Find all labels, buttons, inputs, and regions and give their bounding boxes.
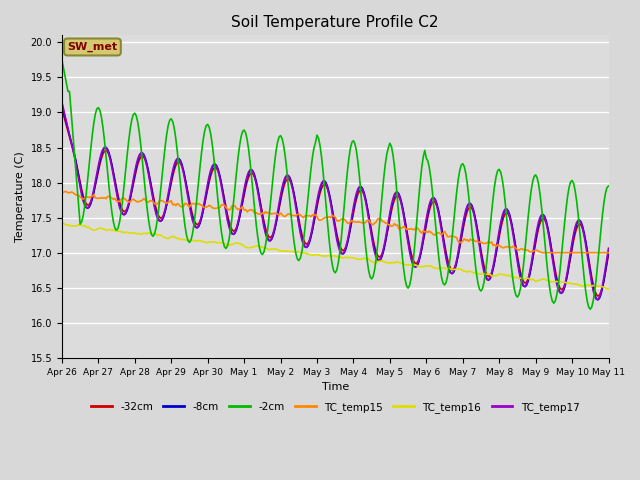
-32cm <box>73 164 81 170</box>
-8cm <box>538 213 545 218</box>
TC_temp16 <box>389 260 397 265</box>
-2cm <box>400 265 408 271</box>
Legend: -32cm, -8cm, -2cm, TC_temp15, TC_temp16, TC_temp17: -32cm, -8cm, -2cm, TC_temp15, TC_temp16,… <box>86 398 584 417</box>
-8cm <box>388 205 396 211</box>
TC_temp16 <box>603 286 611 292</box>
-8cm <box>605 249 612 255</box>
Line: TC_temp15: TC_temp15 <box>62 192 609 252</box>
TC_temp15 <box>389 223 397 229</box>
-32cm <box>400 210 408 216</box>
-32cm <box>605 252 612 257</box>
-2cm <box>369 274 377 279</box>
TC_temp15 <box>61 189 68 194</box>
TC_temp17 <box>605 245 612 251</box>
TC_temp15 <box>58 190 66 195</box>
-8cm <box>58 103 66 108</box>
-32cm <box>369 237 377 242</box>
Line: -2cm: -2cm <box>62 60 609 309</box>
Line: -32cm: -32cm <box>62 109 609 296</box>
Line: -8cm: -8cm <box>62 106 609 300</box>
-8cm <box>73 165 81 170</box>
TC_temp17 <box>388 202 396 208</box>
Line: TC_temp17: TC_temp17 <box>62 102 609 300</box>
TC_temp15 <box>75 192 83 198</box>
Title: Soil Temperature Profile C2: Soil Temperature Profile C2 <box>232 15 439 30</box>
TC_temp15 <box>541 250 548 255</box>
TC_temp15 <box>605 250 612 255</box>
-8cm <box>369 240 377 246</box>
TC_temp16 <box>605 286 612 292</box>
TC_temp16 <box>540 276 547 282</box>
-2cm <box>73 183 81 189</box>
TC_temp16 <box>401 262 409 267</box>
TC_temp15 <box>538 250 545 255</box>
TC_temp16 <box>58 221 66 227</box>
TC_temp17 <box>73 168 81 174</box>
TC_temp15 <box>371 220 378 226</box>
-2cm <box>58 57 66 63</box>
-32cm <box>160 212 168 218</box>
TC_temp16 <box>371 260 378 265</box>
-32cm <box>594 293 602 299</box>
-32cm <box>58 106 66 112</box>
TC_temp17 <box>400 213 408 218</box>
TC_temp16 <box>161 235 169 240</box>
-8cm <box>400 209 408 215</box>
-8cm <box>594 297 602 303</box>
TC_temp17 <box>160 212 168 218</box>
TC_temp16 <box>75 222 83 228</box>
TC_temp17 <box>538 212 545 217</box>
Text: SW_met: SW_met <box>67 42 118 52</box>
-32cm <box>538 216 545 222</box>
TC_temp17 <box>58 99 66 105</box>
-2cm <box>586 306 594 312</box>
TC_temp15 <box>161 200 169 205</box>
-32cm <box>388 208 396 214</box>
X-axis label: Time: Time <box>321 382 349 392</box>
Line: TC_temp16: TC_temp16 <box>62 223 609 289</box>
TC_temp17 <box>594 297 602 302</box>
TC_temp15 <box>401 225 409 230</box>
-2cm <box>388 144 396 149</box>
TC_temp16 <box>60 220 67 226</box>
Y-axis label: Temperature (C): Temperature (C) <box>15 151 25 242</box>
-8cm <box>160 214 168 220</box>
TC_temp17 <box>369 243 377 249</box>
-2cm <box>538 206 545 212</box>
-2cm <box>605 183 612 189</box>
-2cm <box>160 158 168 164</box>
